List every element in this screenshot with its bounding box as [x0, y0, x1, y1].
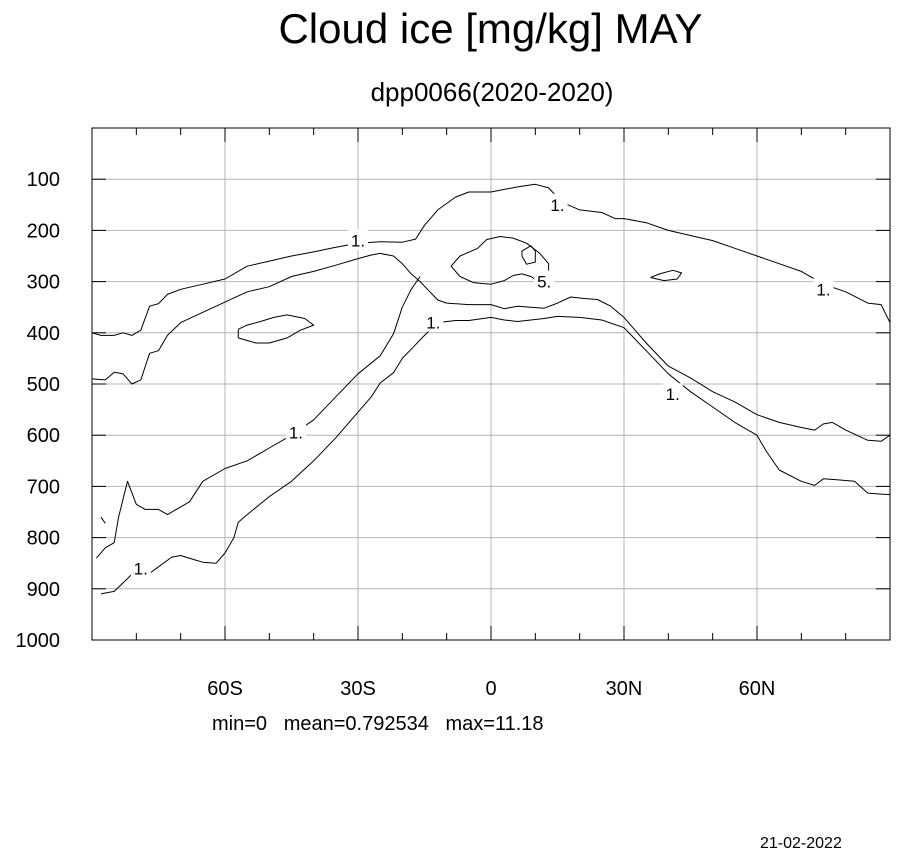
chart-title: Cloud ice [mg/kg] MAY [278, 5, 703, 52]
contour-line-1 [237, 314, 315, 344]
stats-summary: min=0 mean=0.792534 max=11.18 [212, 713, 544, 735]
contour-label-mask [423, 311, 444, 332]
contour-label: 5. [537, 273, 551, 292]
y-tick-label: 800 [27, 528, 60, 550]
y-tick-labels: 100 200 300 400 500 600 700 800 900 1000 [16, 169, 61, 652]
grid-lines [92, 128, 890, 640]
y-tick-label: 500 [27, 374, 60, 396]
x-tick-label: 60S [207, 678, 243, 700]
y-tick-label: 300 [27, 272, 60, 294]
contour-label-mask [348, 229, 368, 250]
y-tick-label: 900 [27, 579, 60, 601]
contour-label: 1. [666, 385, 680, 404]
contour-labels: 1. 1. 1. 1. 1. 1. 1. 5. [130, 193, 834, 578]
contour-line-1 [650, 269, 683, 282]
axis-ticks [92, 128, 890, 641]
y-tick-label: 100 [27, 169, 60, 191]
contour-label-mask [534, 270, 555, 291]
y-tick-label: 400 [27, 323, 60, 345]
contour-label-mask [130, 557, 151, 578]
contour-label: 1. [816, 280, 830, 299]
chart-subtitle: dpp0066(2020-2020) [370, 77, 614, 107]
contour-label: 1. [550, 196, 564, 215]
contour-line-5 [521, 245, 536, 265]
contour-line-1 [91, 183, 891, 336]
contour-label-mask [813, 278, 834, 299]
plot-date: 21-02-2022 [760, 835, 842, 852]
contour-label: 1. [351, 232, 365, 251]
contour-label: 1. [289, 424, 303, 443]
x-tick-label: 30S [340, 678, 376, 700]
x-tick-label: 0 [485, 678, 496, 700]
y-tick-label: 700 [27, 476, 60, 498]
y-tick-label: 200 [27, 220, 60, 242]
x-tick-label: 60N [739, 678, 776, 700]
x-tick-labels: 60S 30S 0 30N 60N [207, 678, 775, 700]
contour-line-5 [450, 236, 550, 285]
contour-line-1 [100, 516, 106, 524]
contour-line-1 [96, 276, 421, 559]
contour-line-1 [100, 315, 891, 595]
contour-label-mask [285, 421, 306, 442]
contour-label-mask [547, 193, 568, 214]
y-tick-label: 1000 [16, 630, 61, 652]
y-tick-label: 600 [27, 425, 60, 447]
contour-label: 1. [426, 314, 440, 333]
contour-line-1 [91, 252, 891, 442]
contour-label-mask [662, 383, 683, 404]
x-tick-label: 30N [606, 678, 643, 700]
contour-label: 1. [134, 559, 148, 578]
